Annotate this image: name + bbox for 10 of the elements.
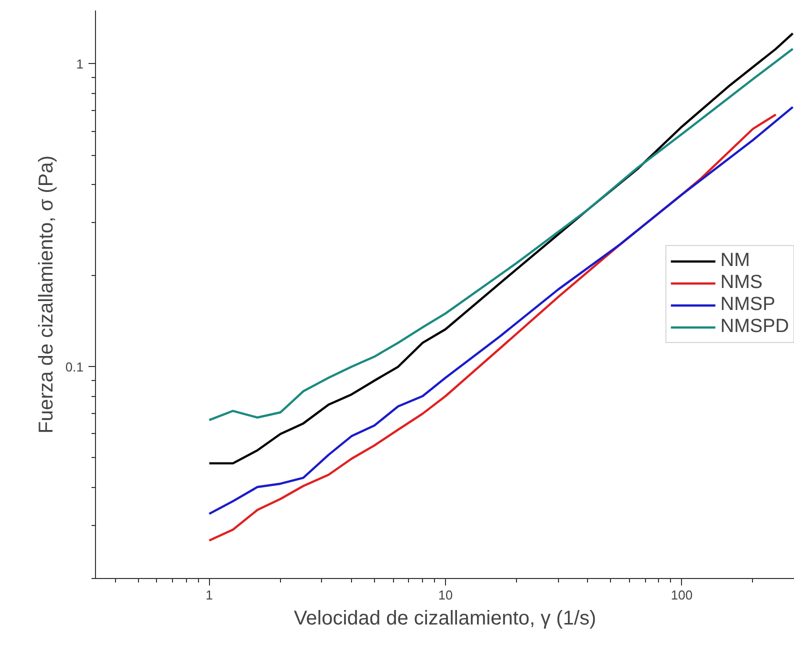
legend-label: NMSP bbox=[720, 294, 776, 316]
x-tick-label: 1 bbox=[206, 588, 213, 602]
legend-label: NMS bbox=[720, 272, 763, 294]
legend-label: NM bbox=[720, 250, 750, 272]
x-axis-title: Velocidad de cizallamiento, γ (1/s) bbox=[294, 608, 596, 630]
y-axis-title: Fuerza de cizallamiento, σ (Pa) bbox=[35, 155, 58, 434]
legend-label: NMSPD bbox=[720, 316, 789, 338]
x-tick-label: 10 bbox=[438, 588, 453, 602]
x-tick-label: 100 bbox=[670, 588, 693, 602]
y-tick-label: 0.1 bbox=[65, 359, 84, 374]
